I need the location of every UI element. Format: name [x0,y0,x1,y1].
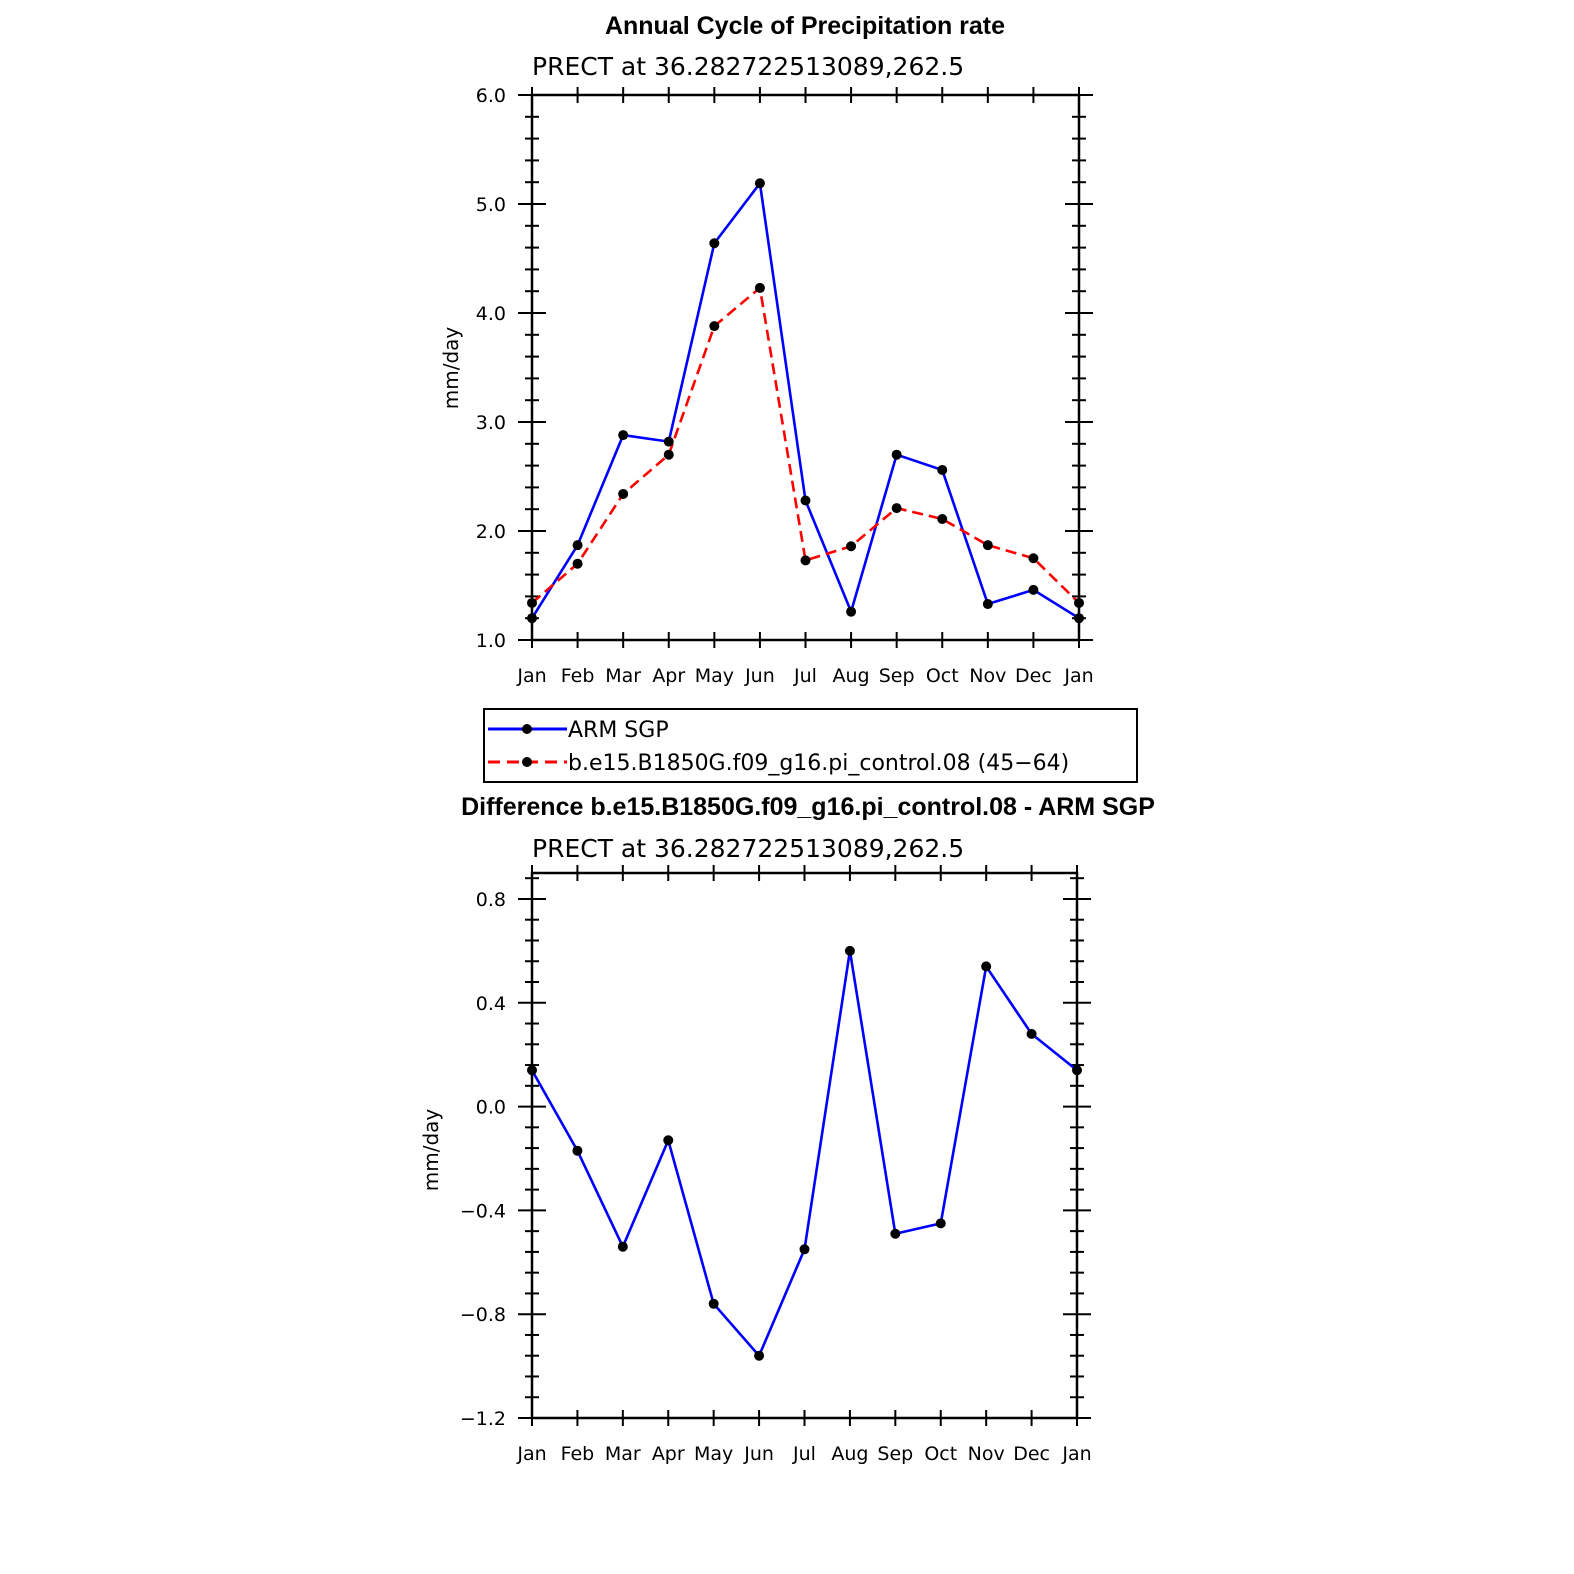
chart2-plot: Jan Feb Mar Apr May Jun Jul Aug Sep Oct Nov Dec Jan−… [460,865,1092,1465]
chart1-y-tick-label: 1.0 [476,630,506,652]
chart1-series-2-point [937,514,948,525]
legend-box [483,708,1138,783]
chart2-y-tick-label: 0.0 [476,1097,506,1119]
chart1-title: Annual Cycle of Precipitation rate [605,12,1005,40]
chart1-series-1-point [527,613,537,624]
chart1-series-2-point [709,321,720,332]
chart1-x-tick-label: Apr [652,665,685,687]
legend-marker-series-1 [522,724,532,734]
chart1-series-1-point [891,449,902,460]
chart2-title: Difference b.e15.B1850G.f09_g16.pi_contr… [461,793,1155,821]
chart1-series-2-point [1074,597,1084,608]
chart1-series-1-point [1028,584,1039,595]
chart1-series-1-point [800,495,811,506]
chart1-x-tick-label: Oct [926,665,959,687]
chart2-series-1-point [935,1218,946,1229]
chart1-series-2-point [982,540,993,551]
chart1-series-1-point [709,238,720,249]
chart2-y-tick-label: 0.4 [476,993,506,1015]
chart2-y-tick-label: −0.4 [460,1200,506,1222]
chart1-series-1-point [572,540,583,551]
chart1-subtitle: PRECT at 36.282722513089,262.5 [532,52,964,81]
chart2-x-tick-label: Jan [1061,1443,1091,1465]
chart1-x-tick-label: Mar [605,665,641,687]
chart1-y-tick-label: 3.0 [476,412,506,434]
chart1-series-1-point [937,464,948,475]
chart2-x-tick-label: Dec [1013,1443,1050,1465]
chart2-subtitle: PRECT at 36.282722513089,262.5 [532,834,964,863]
chart2-x-tick-label: Nov [968,1443,1005,1465]
chart1-x-tick-label: May [695,665,734,687]
chart2-x-tick-label: Jan [516,1443,546,1465]
chart1-x-tick-label: Aug [833,665,870,687]
chart2-x-tick-label: Jul [792,1443,816,1465]
chart1-series-1-point [982,599,993,610]
chart1-series-2-point [800,555,811,566]
chart2-series-1-point [617,1241,628,1252]
chart2-series-1-point [754,1350,765,1361]
chart2-series-1-point [890,1228,901,1239]
chart1-series-2-point [846,541,857,552]
chart2-series-1-point [844,945,855,956]
chart2-series-1-point [663,1135,674,1146]
chart1-series-2-point [1028,553,1039,564]
chart2-x-tick-label: Oct [924,1443,957,1465]
legend-label-series-1: ARM SGP [568,718,669,743]
chart2-x-tick-label: Mar [605,1443,641,1465]
chart2-x-tick-label: Apr [652,1443,685,1465]
chart2-y-tick-label: 0.8 [476,889,506,911]
chart2-x-tick-label: Feb [561,1443,595,1465]
chart2-series-1-line [530,949,1078,1358]
chart1-series-2-point [618,488,629,499]
chart2-x-tick-label: Aug [831,1443,868,1465]
chart1-series-2-point [891,503,902,514]
chart1-x-tick-label: Nov [969,665,1006,687]
chart2-x-tick-label: Jun [743,1443,774,1465]
chart1-series-1-point [1074,613,1084,624]
chart1-x-tick-label: Jun [744,665,775,687]
chart2-series-1-point [572,1145,583,1156]
chart1-y-tick-label: 4.0 [476,303,506,325]
chart1-series-2-point [754,282,765,293]
chart1-series-1-point [663,436,674,447]
chart1-y-tick-label: 5.0 [476,194,506,216]
chart2-y-tick-label: −1.2 [460,1408,506,1430]
chart2-y-tick-label: −0.8 [460,1304,506,1326]
chart1-y-tick-label: 2.0 [476,521,506,543]
chart1-x-tick-label: Feb [561,665,595,687]
chart1-x-tick-label: Jan [1063,665,1093,687]
chart2-y-axis-label: mm/day [419,1109,443,1192]
chart1-series-2-point [572,558,583,569]
chart2-series-1-point [981,961,992,972]
chart1-plot: Jan Feb Mar Apr May Jun Jul Aug Sep Oct Nov Dec Jan 1… [476,85,1094,687]
chart2-series-1-point [1026,1028,1037,1039]
chart1-y-tick-label: 6.0 [476,85,506,107]
chart2-x-tick-label: May [694,1443,733,1465]
chart2-series-1-point [708,1298,719,1309]
chart2-series-1-point [1072,1065,1082,1076]
legend-label-series-2: b.e15.B1850G.f09_g16.pi_control.08 (45−6… [568,751,1069,776]
chart2-series-1-point [527,1065,537,1076]
chart1-series-1-point [846,606,857,617]
chart2-series-1-point [799,1244,810,1255]
chart1-series-1-point [618,430,629,441]
chart1-x-tick-label: Jan [516,665,546,687]
chart1-x-tick-label: Jul [793,665,817,687]
chart1-series-1-point [754,178,765,189]
chart1-series-2-point [663,449,674,460]
chart1-x-tick-label: Sep [879,665,915,687]
chart1-series-2-point [527,597,537,608]
chart1-y-axis-label: mm/day [439,327,463,410]
chart2-plot-frame [530,871,1079,1420]
chart1-x-tick-label: Dec [1015,665,1052,687]
chart2-x-tick-label: Sep [877,1443,913,1465]
legend-marker-series-2 [522,757,532,767]
legend: ARM SGP b.e15.B1850G.f09_g16.pi_control.… [483,708,1138,783]
